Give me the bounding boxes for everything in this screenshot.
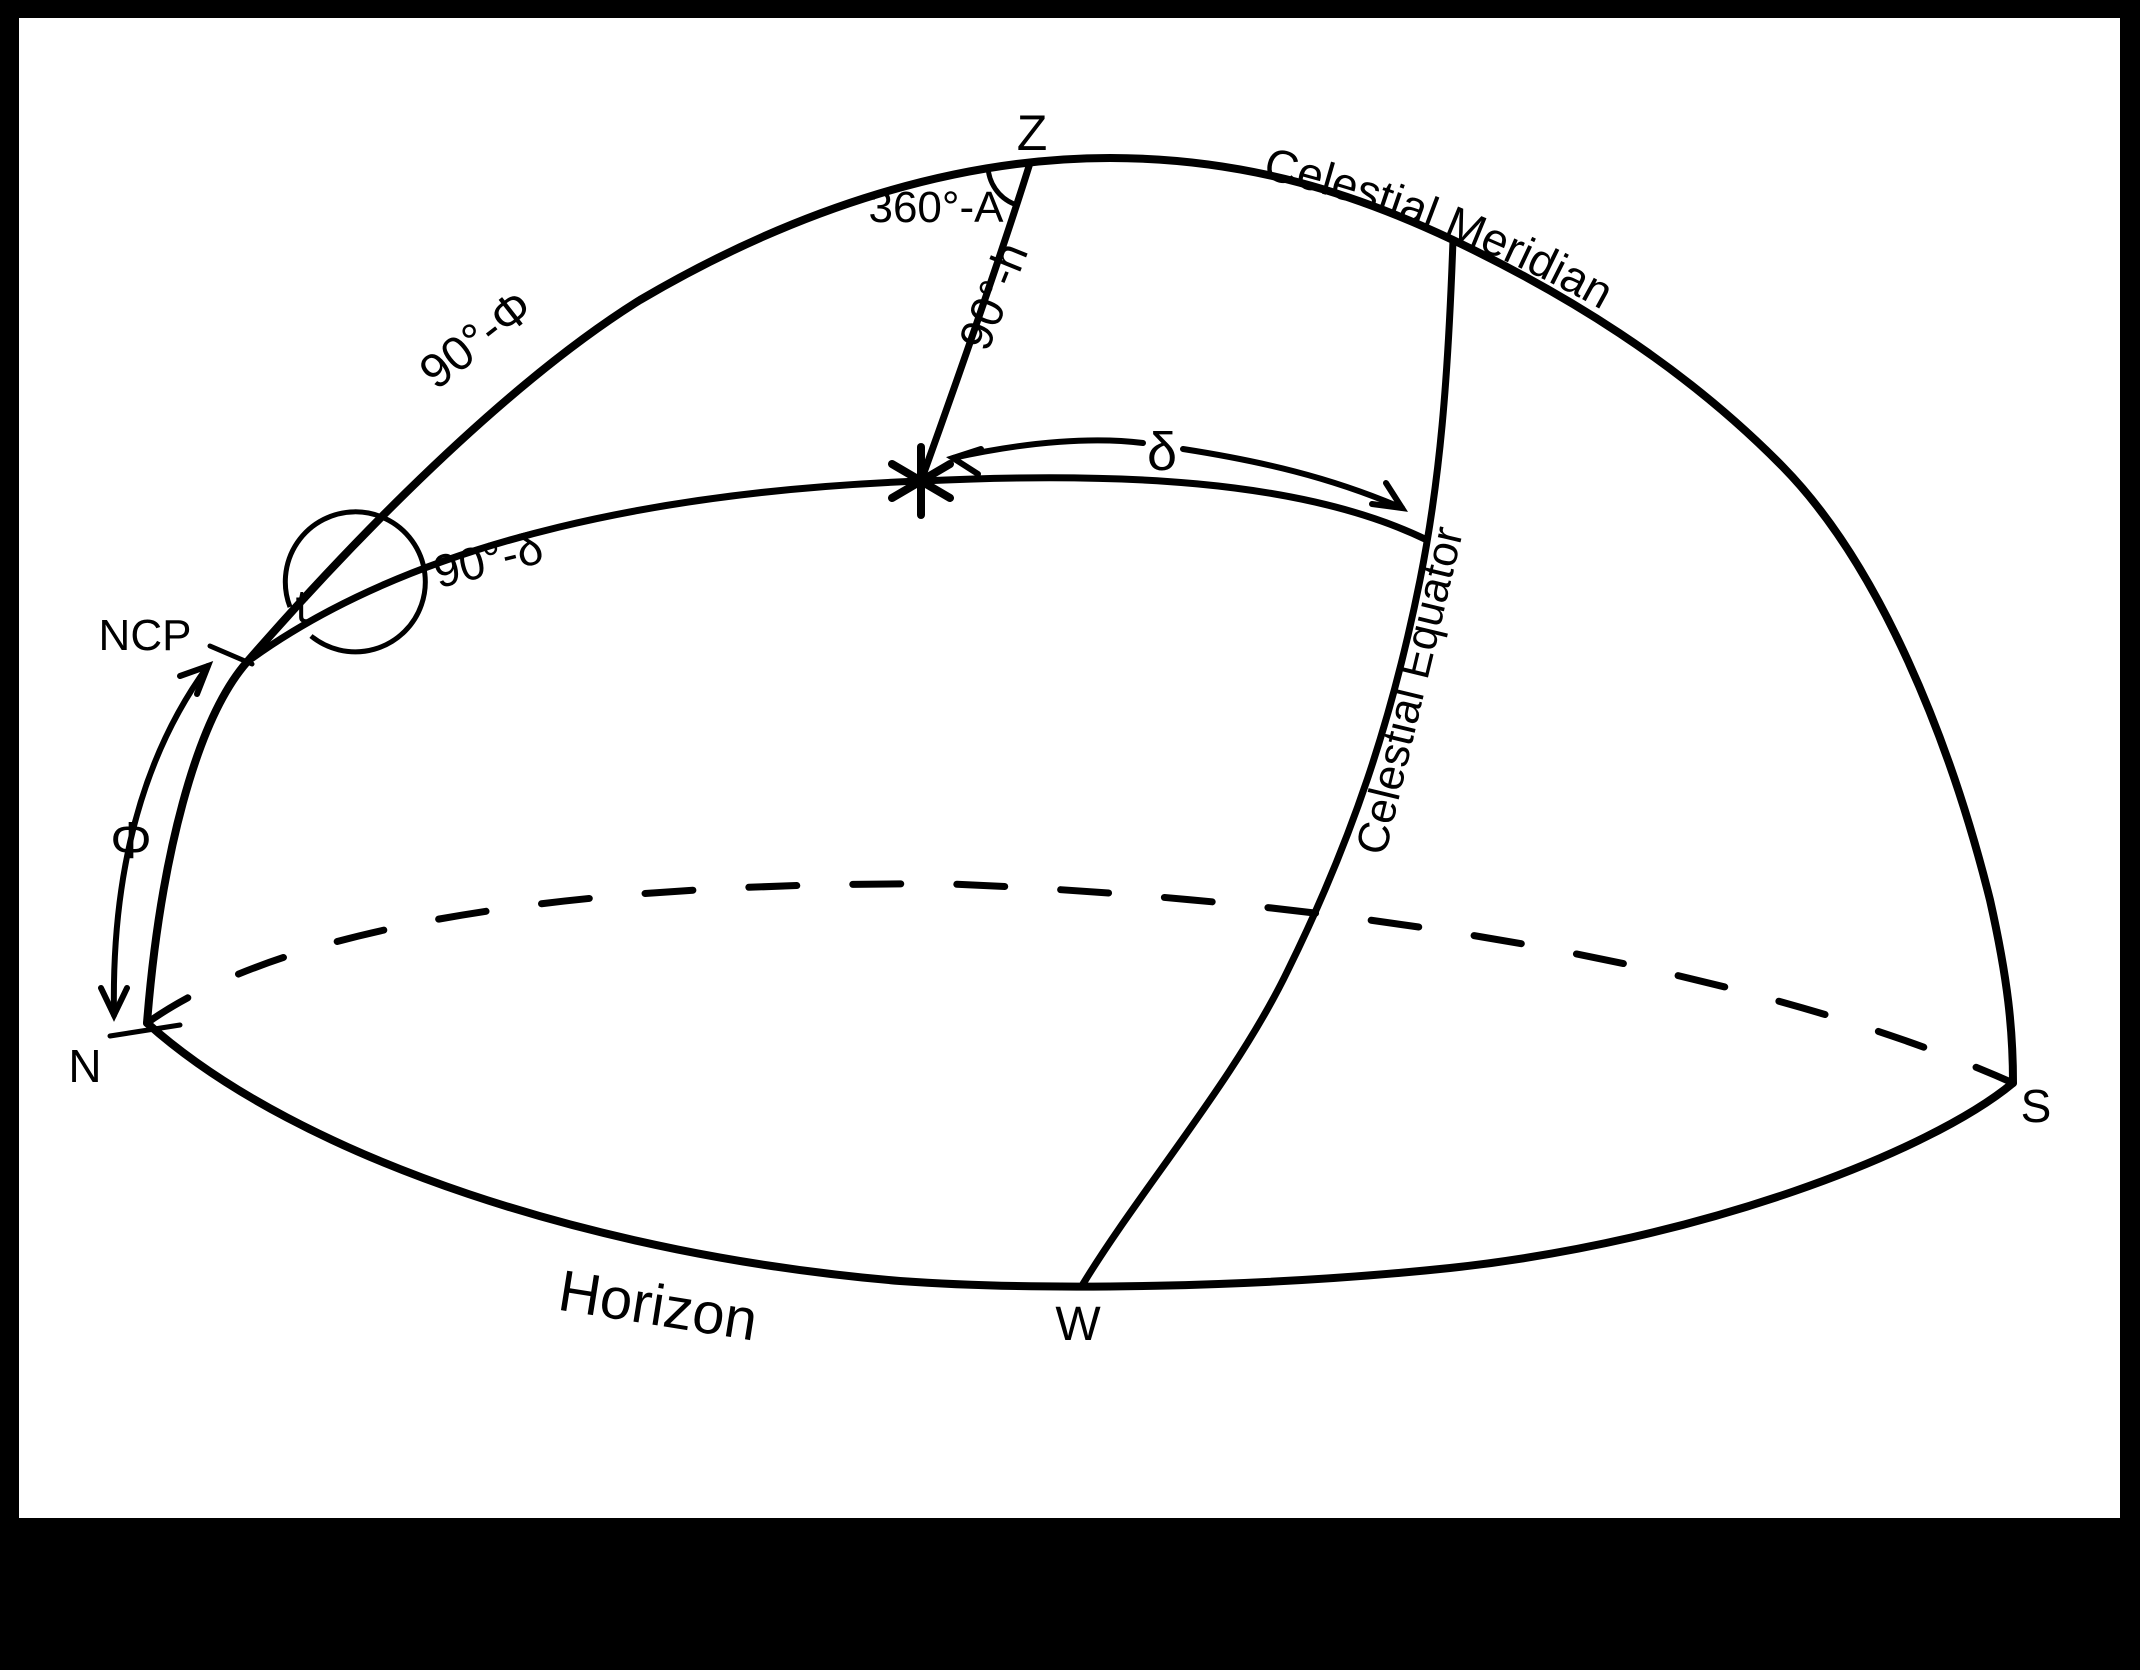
dome-curves [143,153,2017,1291]
south-label: S [2021,1080,2052,1132]
celestial-equator-arc [1079,236,1457,1288]
latitude-arrow-head-top [177,660,214,697]
angle-markers [107,165,1016,1039]
star-icon [888,443,954,519]
latitude-arrow-head-bottom [98,985,130,1022]
hour-angle-label: t [296,580,309,632]
latitude-label: Φ [110,812,152,870]
azimuth-angle-label: 360°-A [868,183,1004,232]
altitude-circle-arc [917,159,1034,485]
declination-label: δ [1147,422,1177,482]
hour-angle-marker [282,509,428,655]
declination-arrow [946,437,1409,512]
declination-arrow-head-left [946,446,984,477]
north-point-tick [107,1022,183,1039]
latitude-arrow-curve [110,663,211,1018]
zenith-label: Z [1017,105,1048,161]
north-label: N [68,1040,101,1092]
declination-arrow-right-curve [1180,446,1405,511]
horizon-back-dashed-arc [143,880,2017,1087]
declination-arrow-head-right [1369,480,1409,512]
declination-arrow-left-curve [950,437,1146,461]
west-label: W [1055,1298,1101,1351]
azimuth-angle-marker [985,165,1016,207]
latitude-arrow [98,660,214,1022]
celestial-meridian-arc [143,153,2017,1087]
ncp-label: NCP [99,611,192,660]
hour-circle-arc [243,474,1431,666]
paper-background [19,18,2120,1518]
horizon-front-arc [143,1019,2017,1291]
star-arm-diagonal-2 [888,460,954,502]
ncp-tick [207,643,255,667]
